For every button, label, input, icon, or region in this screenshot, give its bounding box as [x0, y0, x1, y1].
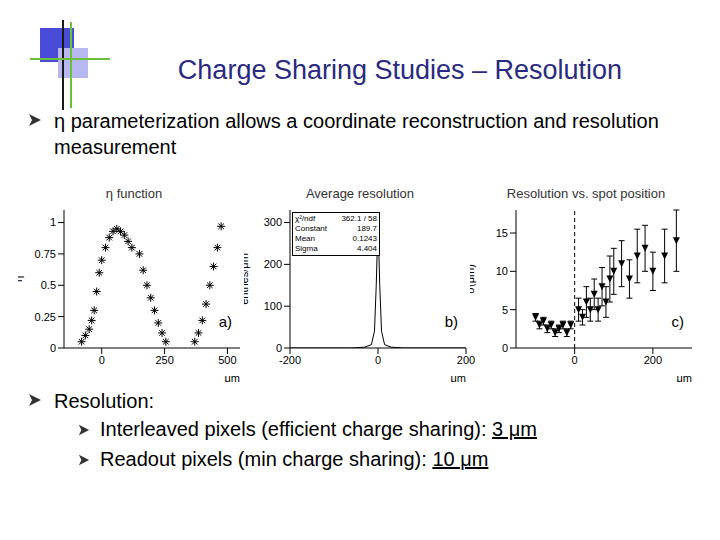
html-text:b): b) — [444, 313, 458, 330]
html-text:Interleaved pixels (efficient: Interleaved pixels (efficient charge sha… — [100, 418, 537, 440]
html-text:a): a) — [218, 313, 232, 330]
svg-text:μm: μm — [450, 372, 466, 382]
html-text:4.404: 4.404 — [357, 244, 377, 253]
html-text:η parameterization allows a co: η parameterization allows a coordinate r… — [54, 110, 659, 158]
svg-text:200: 200 — [644, 354, 662, 366]
html-text:Mean: Mean — [295, 234, 315, 243]
html-text:Average resolution: Average resolution — [305, 186, 415, 201]
html-text:c): c) — [671, 313, 684, 330]
svg-text:η: η — [18, 276, 24, 282]
svg-text:500: 500 — [218, 354, 236, 366]
svg-text:σ(μm): σ(μm) — [470, 264, 476, 294]
svg-text:μm: μm — [224, 372, 240, 382]
svg-text:0: 0 — [50, 342, 56, 354]
html-text:Constant: Constant — [295, 224, 327, 233]
svg-text:300: 300 — [264, 216, 282, 228]
html-text:Resolution vs. spot position: Resolution vs. spot position — [506, 186, 666, 201]
svg-text:μm: μm — [676, 372, 692, 382]
html-text:χ²/ndf: χ²/ndf — [295, 214, 316, 223]
svg-text:0.5: 0.5 — [41, 279, 56, 291]
svg-text:0.75: 0.75 — [35, 248, 56, 260]
html-text:362.1 / 58: 362.1 / 58 — [341, 214, 377, 223]
svg-text:entries/μm: entries/μm — [244, 253, 250, 305]
svg-text:200: 200 — [457, 354, 475, 366]
svg-text:0: 0 — [99, 354, 105, 366]
html-text:0.1243: 0.1243 — [352, 234, 377, 243]
svg-text:0.25: 0.25 — [35, 311, 56, 323]
svg-text:0: 0 — [375, 354, 381, 366]
svg-text:0: 0 — [572, 354, 578, 366]
svg-text:100: 100 — [264, 300, 282, 312]
svg-text:-200: -200 — [279, 354, 301, 366]
svg-text:0: 0 — [502, 342, 508, 354]
svg-text:250: 250 — [155, 354, 173, 366]
html-text:η function: η function — [105, 186, 163, 201]
svg-text:1: 1 — [50, 216, 56, 228]
html-text:189.7: 189.7 — [357, 224, 377, 233]
html-text:Charge Sharing Studies – Resol: Charge Sharing Studies – Resolution — [177, 55, 623, 85]
svg-text:0: 0 — [276, 342, 282, 354]
html-text:Resolution:: Resolution: — [54, 390, 155, 412]
svg-text:200: 200 — [264, 258, 282, 270]
html-text:Sigma: Sigma — [295, 244, 318, 253]
svg-text:10: 10 — [496, 265, 508, 277]
html-text:Readout pixels (min charge sha: Readout pixels (min charge sharing): 10 … — [100, 448, 489, 470]
svg-text:5: 5 — [502, 304, 508, 316]
svg-text:15: 15 — [496, 227, 508, 239]
